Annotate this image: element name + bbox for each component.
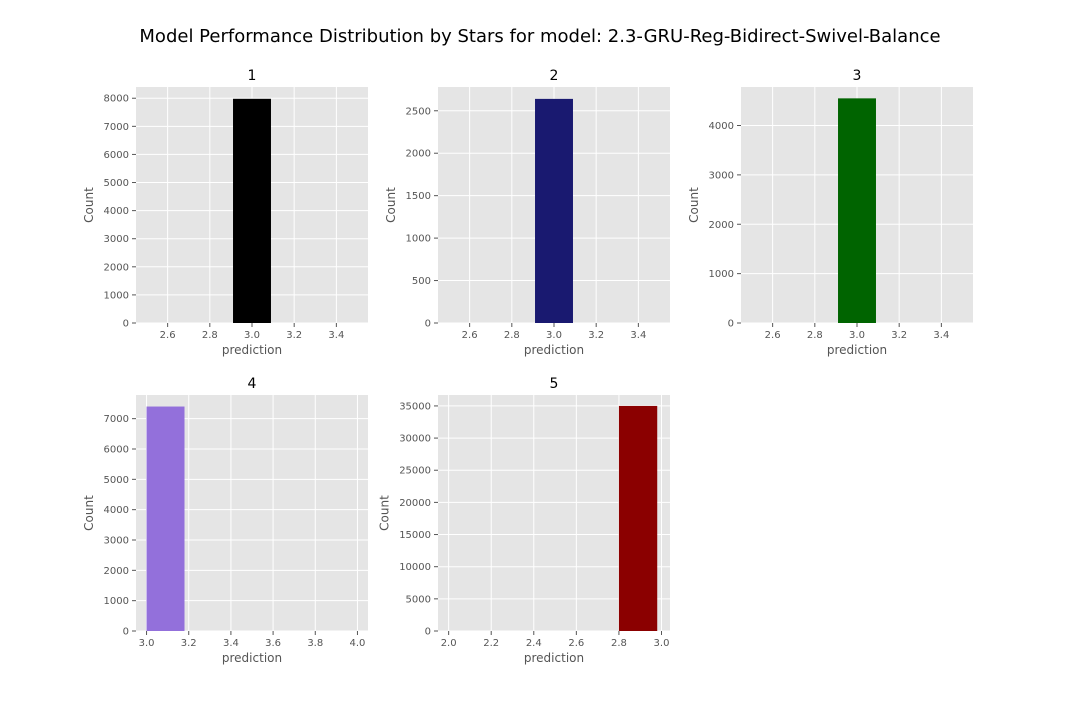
y-tick-label: 0 (425, 627, 431, 638)
y-tick-label: 1000 (709, 269, 734, 280)
y-tick-label: 5000 (104, 178, 129, 189)
y-tick-label: 2500 (406, 106, 431, 117)
x-tick-label: 3.4 (223, 638, 239, 649)
bar (618, 405, 658, 631)
y-axis-label: Count (82, 187, 96, 223)
y-tick-label: 25000 (399, 466, 431, 477)
x-tick-label: 3.2 (588, 330, 604, 341)
subplot-2: 2.6 2.8 3.0 3.2 3.4 0 500 1000 1500 2000 2500 2 pred… (384, 68, 670, 357)
subplot-3: 2.6 2.8 3.0 3.2 3.4 0 1000 2000 3000 4000 3 predict… (687, 68, 973, 357)
y-tick-label: 500 (412, 276, 431, 287)
y-tick-label: 1000 (406, 234, 431, 245)
x-axis-label: prediction (524, 651, 584, 665)
x-axis-label: prediction (524, 343, 584, 357)
x-tick-label: 2.6 (568, 638, 584, 649)
y-tick-label: 35000 (399, 401, 431, 412)
x-tick-label: 2.8 (611, 638, 627, 649)
subplot-4: 3.0 3.2 3.4 3.6 3.8 4.0 0 1000 2000 3000 4000 5000 6… (82, 376, 368, 665)
y-tick-label: 2000 (104, 566, 129, 577)
y-tick-label: 5000 (104, 475, 129, 486)
y-tick-label: 3000 (104, 535, 129, 546)
y-tick-label: 2000 (709, 220, 734, 231)
subplot-title: 5 (550, 376, 559, 392)
y-tick-label: 3000 (709, 170, 734, 181)
x-tick-label: 3.4 (328, 330, 344, 341)
y-tick-label: 2000 (406, 149, 431, 160)
x-tick-label: 3.0 (139, 638, 155, 649)
x-tick-label: 3.6 (265, 638, 281, 649)
x-axis-label: prediction (222, 651, 282, 665)
x-tick-label: 4.0 (350, 638, 366, 649)
x-tick-label: 3.0 (849, 330, 865, 341)
x-tick-label: 2.8 (504, 330, 520, 341)
x-tick-label: 2.6 (765, 330, 781, 341)
y-tick-label: 0 (425, 319, 431, 330)
bar (535, 98, 573, 324)
bar (233, 98, 271, 323)
y-tick-label: 20000 (399, 498, 431, 509)
y-tick-label: 2000 (104, 262, 129, 273)
y-tick-label: 8000 (104, 94, 129, 105)
x-tick-label: 2.8 (807, 330, 823, 341)
y-tick-label: 4000 (709, 121, 734, 132)
x-axis-label: prediction (827, 343, 887, 357)
y-axis-label: Count (82, 495, 96, 531)
y-tick-label: 6000 (104, 444, 129, 455)
x-tick-label: 2.0 (441, 638, 457, 649)
subplot-title: 1 (248, 68, 257, 84)
subplot-title: 3 (853, 68, 862, 84)
subplot-title: 4 (248, 376, 257, 392)
x-tick-label: 3.2 (891, 330, 907, 341)
x-tick-label: 3.0 (546, 330, 562, 341)
y-tick-label: 30000 (399, 434, 431, 445)
subplot-title: 2 (550, 68, 559, 84)
y-tick-label: 0 (123, 627, 129, 638)
y-tick-label: 10000 (399, 562, 431, 573)
x-tick-label: 2.6 (462, 330, 478, 341)
subplot-5: 2.0 2.2 2.4 2.6 2.8 3.0 0 5000 10000 15000 20000 25… (378, 376, 670, 665)
subplot-1: 2.6 2.8 3.0 3.2 3.4 0 1000 2000 3000 4000 5000 6000… (82, 68, 368, 357)
x-tick-label: 3.0 (654, 638, 670, 649)
x-tick-label: 3.2 (181, 638, 197, 649)
y-axis-label: Count (384, 187, 398, 223)
y-tick-label: 7000 (104, 122, 129, 133)
y-tick-label: 1500 (406, 191, 431, 202)
y-tick-label: 1000 (104, 290, 129, 301)
y-axis-label: Count (687, 187, 701, 223)
x-tick-label: 2.8 (202, 330, 218, 341)
figure-title: Model Performance Distribution by Stars … (139, 26, 941, 47)
x-tick-label: 3.4 (933, 330, 949, 341)
bar (146, 406, 185, 631)
x-tick-label: 3.4 (630, 330, 646, 341)
y-tick-label: 5000 (406, 594, 431, 605)
x-tick-label: 2.4 (526, 638, 542, 649)
y-tick-label: 7000 (104, 414, 129, 425)
y-tick-label: 15000 (399, 530, 431, 541)
y-tick-label: 1000 (104, 596, 129, 607)
y-tick-label: 0 (123, 319, 129, 330)
y-tick-label: 3000 (104, 234, 129, 245)
x-tick-label: 3.8 (307, 638, 323, 649)
y-tick-label: 4000 (104, 505, 129, 516)
y-axis-label: Count (378, 495, 392, 531)
y-tick-label: 0 (728, 319, 734, 330)
x-tick-label: 2.6 (160, 330, 176, 341)
y-tick-label: 6000 (104, 150, 129, 161)
x-tick-label: 2.2 (483, 638, 499, 649)
y-tick-label: 4000 (104, 206, 129, 217)
x-axis-label: prediction (222, 343, 282, 357)
bar (838, 98, 876, 323)
x-tick-label: 3.2 (286, 330, 302, 341)
x-tick-label: 3.0 (244, 330, 260, 341)
